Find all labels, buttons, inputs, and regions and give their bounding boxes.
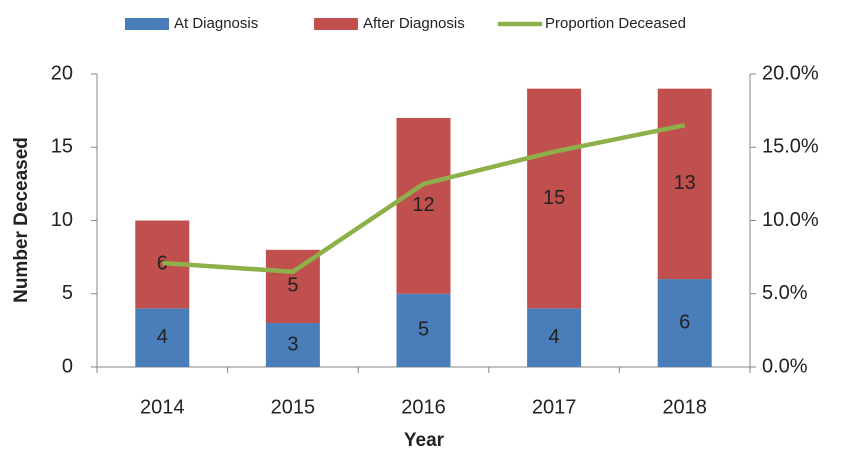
y-axis-title: Number Deceased: [11, 137, 32, 303]
bar: [657, 88, 712, 280]
bar: [396, 117, 451, 294]
x-axis-title: Year: [404, 430, 445, 451]
x-tick-label: 2015: [271, 396, 316, 418]
y-tick-label: 10: [51, 209, 73, 231]
data-label: 13: [674, 172, 696, 194]
y2-tick-label: 15.0%: [762, 136, 819, 158]
y-tick-label: 20: [51, 62, 73, 84]
x-tick-label: 2018: [662, 396, 707, 418]
legend-label: After Diagnosis: [363, 15, 465, 32]
data-label: 5: [418, 319, 429, 341]
y-tick-label: 0: [62, 355, 73, 377]
x-tick-label: 2014: [140, 396, 185, 418]
legend-label: At Diagnosis: [174, 15, 258, 32]
y2-tick-label: 0.0%: [762, 355, 808, 377]
data-label: 4: [549, 326, 560, 348]
legend-swatch: [125, 18, 169, 30]
y-tick-label: 5: [62, 282, 73, 304]
data-label: 5: [287, 275, 298, 297]
bar: [527, 88, 582, 309]
bar: [527, 308, 582, 367]
x-tick-label: 2017: [532, 396, 577, 418]
bar: [396, 293, 451, 367]
y2-tick-label: 10.0%: [762, 209, 819, 231]
bar: [135, 308, 190, 367]
y2-tick-label: 5.0%: [762, 282, 808, 304]
legend-label: Proportion Deceased: [545, 15, 686, 32]
legend-swatch: [314, 18, 358, 30]
y2-tick-label: 20.0%: [762, 62, 819, 84]
data-label: 12: [412, 194, 434, 216]
data-label: 4: [157, 326, 168, 348]
bar: [657, 279, 712, 367]
data-label: 15: [543, 187, 565, 209]
data-label: 6: [679, 311, 690, 333]
bar: [265, 323, 320, 367]
y-tick-label: 15: [51, 136, 73, 158]
line: [162, 123, 686, 275]
data-label: 3: [287, 333, 298, 355]
x-tick-label: 2016: [401, 396, 446, 418]
